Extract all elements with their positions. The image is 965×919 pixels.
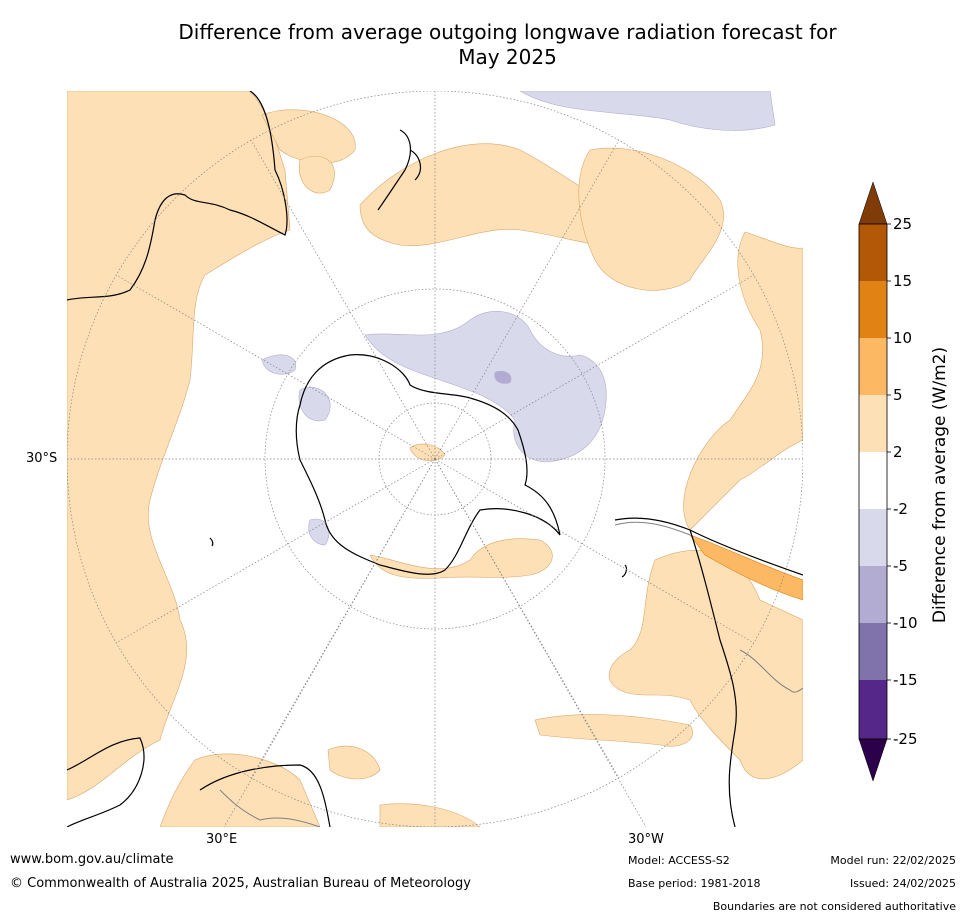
model-run-text: Model run: 22/02/2025 xyxy=(830,854,956,867)
base-period-text: Base period: 1981-2018 xyxy=(628,877,761,890)
lon-label-30w: 30°W xyxy=(628,832,664,847)
colorbar xyxy=(858,181,891,782)
colorbar-tick: 10 xyxy=(893,329,913,347)
colorbar-band-10-15 xyxy=(859,281,887,338)
lon-label-30e: 30°E xyxy=(206,832,238,847)
colorbar-over-arrow xyxy=(858,181,888,225)
colorbar-tick: -10 xyxy=(893,614,918,632)
colorbar-under-arrow xyxy=(858,738,888,782)
coastlines xyxy=(67,91,803,827)
disclaimer-text: Boundaries are not considered authoritat… xyxy=(712,900,956,913)
graticule xyxy=(67,91,803,827)
colorbar-band-neg2-neg5 xyxy=(859,509,887,566)
title-line-2: May 2025 xyxy=(458,45,557,69)
issued-text: Issued: 24/02/2025 xyxy=(849,877,956,890)
negative-anomaly-regions xyxy=(261,91,776,546)
colorbar-tick: 15 xyxy=(893,272,913,290)
political-boundaries xyxy=(219,521,803,827)
strong-positive-anomaly xyxy=(689,534,803,601)
website-link[interactable]: www.bom.gov.au/climate xyxy=(10,852,174,867)
colorbar-band-neg10-neg15 xyxy=(859,623,887,680)
copyright-text: © Commonwealth of Australia 2025, Austra… xyxy=(10,876,471,891)
moderate-negative-anomaly xyxy=(494,370,512,384)
positive-anomaly-regions xyxy=(67,91,803,827)
colorbar-tick: -25 xyxy=(893,730,918,748)
colorbar-tick: 25 xyxy=(893,215,913,233)
colorbar-tick: -5 xyxy=(893,557,908,575)
colorbar-band-neutral xyxy=(859,452,887,509)
colorbar-band-15-25 xyxy=(859,224,887,281)
title-line-1: Difference from average outgoing longwav… xyxy=(178,20,837,44)
map-area xyxy=(67,91,803,827)
colorbar-band-5-10 xyxy=(859,338,887,395)
colorbar-tick: -2 xyxy=(893,500,908,518)
model-text: Model: ACCESS-S2 xyxy=(628,854,730,867)
colorbar-frame xyxy=(858,223,888,740)
lat-label-30s: 30°S xyxy=(26,451,58,466)
colorbar-band-neg15-neg25 xyxy=(859,680,887,739)
colorbar-title: Difference from average (W/m2) xyxy=(930,346,950,624)
colorbar-tick: 5 xyxy=(893,386,903,404)
colorbar-tick: 2 xyxy=(893,443,903,461)
colorbar-band-neg5-neg10 xyxy=(859,566,887,623)
map-title: Difference from average outgoing longwav… xyxy=(60,20,955,70)
colorbar-tick: -15 xyxy=(893,671,918,689)
colorbar-band-2-5 xyxy=(859,395,887,452)
